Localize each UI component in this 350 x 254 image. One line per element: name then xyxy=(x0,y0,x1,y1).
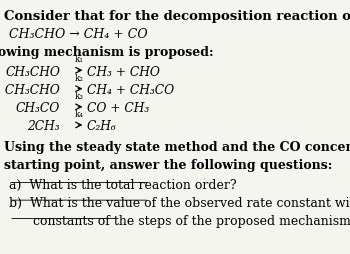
Text: k₂: k₂ xyxy=(75,74,84,83)
Text: CO + CH₃: CO + CH₃ xyxy=(87,102,149,115)
Text: Consider that for the decomposition reaction of acetaldehyde:: Consider that for the decomposition reac… xyxy=(5,10,350,23)
Text: a)  What is the total reaction order?: a) What is the total reaction order? xyxy=(9,179,237,192)
Text: 2CH₃: 2CH₃ xyxy=(27,120,60,133)
Text: b)  What is the value of the observed rate constant with the rate: b) What is the value of the observed rat… xyxy=(9,196,350,209)
Text: CH₃ + CHO: CH₃ + CHO xyxy=(87,66,160,78)
Text: starting point, answer the following questions:: starting point, answer the following que… xyxy=(5,158,333,171)
Text: C₂H₆: C₂H₆ xyxy=(87,120,117,133)
Text: CH₃ + CH₃CHO: CH₃ + CH₃CHO xyxy=(0,84,60,97)
Text: constants of the steps of the proposed mechanism?: constants of the steps of the proposed m… xyxy=(9,214,350,227)
Text: CH₄ + CH₃CO: CH₄ + CH₃CO xyxy=(87,84,174,97)
Text: k₄: k₄ xyxy=(75,110,84,119)
Text: k₃: k₃ xyxy=(75,92,84,101)
Text: CH₃CHO: CH₃CHO xyxy=(5,66,60,78)
Text: CH₃CO: CH₃CO xyxy=(16,102,60,115)
Text: The following mechanism is proposed:: The following mechanism is proposed: xyxy=(0,45,213,58)
Text: Using the steady state method and the CO concentration as a: Using the steady state method and the CO… xyxy=(5,140,350,153)
Text: CH₃CHO → CH₄ + CO: CH₃CHO → CH₄ + CO xyxy=(9,28,148,41)
Text: k₁: k₁ xyxy=(75,55,84,64)
